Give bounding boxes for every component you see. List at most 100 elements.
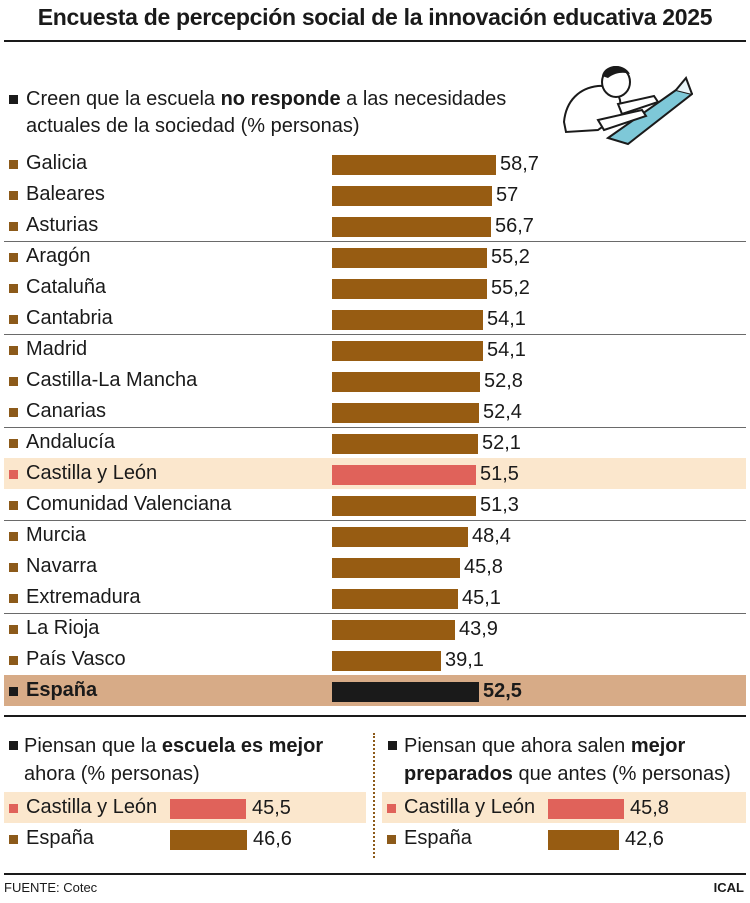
right-heading-part1: Piensan que ahora salen xyxy=(404,735,631,757)
right-chart-heading: Piensan que ahora salen mejor preparados… xyxy=(404,732,744,788)
bar xyxy=(170,799,246,819)
value-label: 48,4 xyxy=(472,525,511,547)
category-label: Canarias xyxy=(26,400,107,422)
source-note: FUENTE: Cotec xyxy=(4,880,98,895)
value-label: 51,3 xyxy=(480,494,519,516)
person-with-laptop-illustration xyxy=(562,65,693,146)
bar-row: España 46,6 xyxy=(4,823,366,854)
bar-row: País Vasco 39,1 xyxy=(4,644,746,675)
left-heading-part1: Piensan que la xyxy=(24,735,162,757)
row-bullet-icon xyxy=(9,222,18,231)
bar xyxy=(332,496,476,516)
row-bullet-icon xyxy=(9,656,18,665)
value-label: 58,7 xyxy=(500,153,539,175)
group-separator xyxy=(4,241,746,242)
bar-row: Castilla y León 51,5 xyxy=(4,458,746,489)
value-label: 45,1 xyxy=(462,587,501,609)
bar-row: Comunidad Valenciana 51,3 xyxy=(4,489,746,520)
row-bullet-icon xyxy=(9,835,18,844)
category-label: Murcia xyxy=(26,524,87,546)
bar xyxy=(332,558,460,578)
main-heading-part1: Creen que la escuela xyxy=(26,88,221,110)
row-bullet-icon xyxy=(9,532,18,541)
value-label: 54,1 xyxy=(487,308,526,330)
bar xyxy=(170,830,247,850)
row-bullet-icon xyxy=(387,804,396,813)
group-separator xyxy=(4,334,746,335)
value-label: 39,1 xyxy=(445,649,484,671)
bar xyxy=(332,186,492,206)
category-label: Madrid xyxy=(26,338,88,360)
row-bullet-icon xyxy=(9,284,18,293)
left-heading-square-icon xyxy=(9,741,18,750)
main-chart-heading: Creen que la escuela no responde a las n… xyxy=(26,86,556,140)
bar-row: Cataluña 55,2 xyxy=(4,272,746,303)
bar-row: Canarias 52,4 xyxy=(4,396,746,427)
category-label: Castilla-La Mancha xyxy=(26,369,198,391)
row-bullet-icon xyxy=(9,594,18,603)
value-label: 55,2 xyxy=(491,246,530,268)
row-bullet-icon xyxy=(9,687,18,696)
right-heading-part2: que antes (% personas) xyxy=(512,763,731,785)
bar xyxy=(332,527,468,547)
bar xyxy=(548,830,619,850)
bar-row: Extremadura 45,1 xyxy=(4,582,746,613)
bar xyxy=(548,799,624,819)
main-heading-part2: a las necesidades actuales de la socieda… xyxy=(26,88,507,137)
top-divider xyxy=(4,40,746,42)
bar xyxy=(332,403,479,423)
category-label: España xyxy=(26,827,94,849)
bar xyxy=(332,651,441,671)
row-bullet-icon xyxy=(387,835,396,844)
category-label: Andalucía xyxy=(26,431,115,453)
row-bullet-icon xyxy=(9,346,18,355)
category-label: País Vasco xyxy=(26,648,126,670)
bar-row: Cantabria 54,1 xyxy=(4,303,746,334)
row-bullet-icon xyxy=(9,408,18,417)
bar xyxy=(332,465,476,485)
bar xyxy=(332,155,496,175)
row-bullet-icon xyxy=(9,439,18,448)
bottom-divider xyxy=(4,873,746,875)
category-label: Galicia xyxy=(26,152,88,174)
group-separator xyxy=(4,520,746,521)
row-bullet-icon xyxy=(9,315,18,324)
bar xyxy=(332,279,487,299)
group-separator xyxy=(4,613,746,614)
heading-square-icon xyxy=(9,95,18,104)
bar xyxy=(332,620,455,640)
bar xyxy=(332,217,491,237)
bar-row: La Rioja 43,9 xyxy=(4,613,746,644)
bar xyxy=(332,589,458,609)
value-label: 52,8 xyxy=(484,370,523,392)
category-label: España xyxy=(26,679,98,701)
middle-divider xyxy=(4,715,746,717)
bar-row: España 42,6 xyxy=(382,823,746,854)
credit-label: ICAL xyxy=(713,880,744,895)
bar xyxy=(332,310,483,330)
bar-row: Castilla y León 45,5 xyxy=(4,792,366,823)
chart-title: Encuesta de percepción social de la inno… xyxy=(37,4,713,30)
category-label: Aragón xyxy=(26,245,91,267)
category-label: Extremadura xyxy=(26,586,141,608)
value-label: 56,7 xyxy=(495,215,534,237)
bar-row: Castilla y León 45,8 xyxy=(382,792,746,823)
value-label: 42,6 xyxy=(625,828,664,850)
category-label: España xyxy=(404,827,472,849)
category-label: Baleares xyxy=(26,183,105,205)
left-heading-bold: escuela es mejor xyxy=(161,735,324,757)
row-bullet-icon xyxy=(9,377,18,386)
bar-row: Baleares 57 xyxy=(4,179,746,210)
bar-row: Madrid 54,1 xyxy=(4,334,746,365)
value-label: 46,6 xyxy=(253,828,292,850)
value-label: 52,5 xyxy=(483,680,522,702)
category-label: Navarra xyxy=(26,555,98,577)
bar xyxy=(332,434,478,454)
row-bullet-icon xyxy=(9,563,18,572)
value-label: 45,5 xyxy=(252,797,291,819)
bar-row: Aragón 55,2 xyxy=(4,241,746,272)
group-separator xyxy=(4,427,746,428)
category-label: Cataluña xyxy=(26,276,107,298)
category-label: Comunidad Valenciana xyxy=(26,493,232,515)
value-label: 52,1 xyxy=(482,432,521,454)
